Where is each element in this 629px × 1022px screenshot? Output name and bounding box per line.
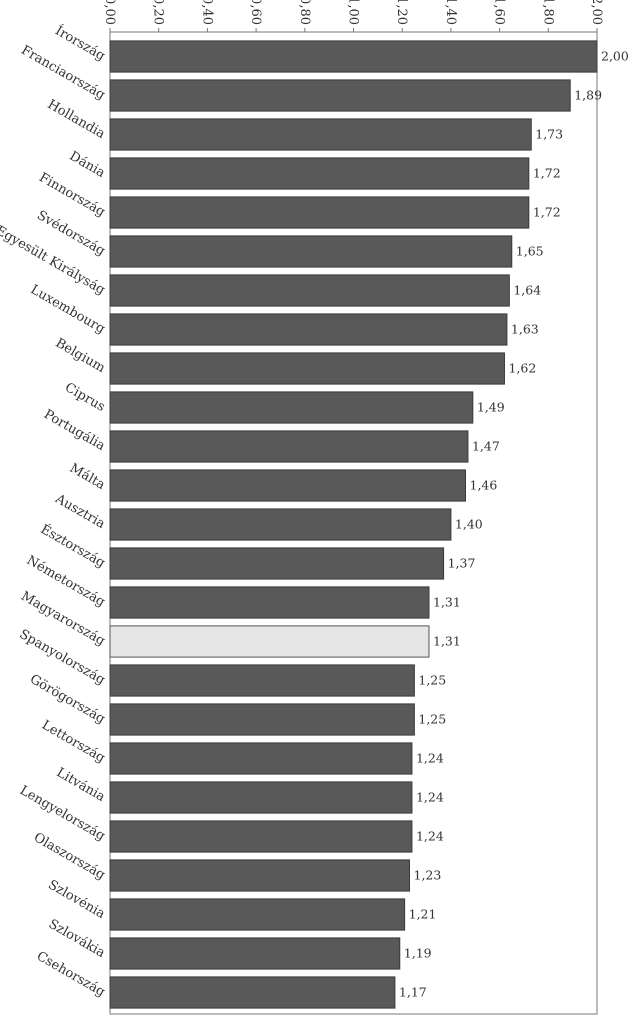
category-label: Litvánia <box>54 765 108 805</box>
bar <box>109 898 406 931</box>
bar <box>109 352 505 385</box>
bar <box>109 196 530 229</box>
category-label: Hollandia <box>45 97 108 142</box>
y-tick-label: 0,20 <box>151 0 166 25</box>
bar <box>109 781 413 814</box>
value-label: 1,37 <box>448 556 476 571</box>
bar <box>109 157 530 190</box>
value-label: 1,24 <box>416 751 444 766</box>
value-label: 1,31 <box>433 595 461 610</box>
bar <box>109 586 430 619</box>
value-label: 1,17 <box>399 985 427 1000</box>
value-label: 1,89 <box>574 88 602 103</box>
bar <box>109 742 413 775</box>
bar <box>109 820 413 853</box>
bar <box>109 79 571 112</box>
category-label: Írország <box>52 23 108 64</box>
bar <box>109 235 513 268</box>
y-tick-label: 1,80 <box>540 0 555 25</box>
y-tick-label: 0,60 <box>248 0 263 25</box>
value-label: 1,47 <box>472 439 500 454</box>
category-label: Belgium <box>53 336 108 376</box>
value-label: 1,63 <box>511 322 539 337</box>
category-label: Egyesült Királyság <box>0 223 108 298</box>
value-label: 1,72 <box>533 205 561 220</box>
y-tick-label: 2,00 <box>589 0 604 25</box>
y-tick-label: 0,00 <box>102 0 117 25</box>
bar <box>109 625 430 658</box>
value-label: 1,19 <box>404 946 432 961</box>
value-label: 1,40 <box>455 517 483 532</box>
bar <box>109 274 510 307</box>
category-label: Ciprus <box>62 380 107 415</box>
bar <box>109 40 598 73</box>
value-label: 1,73 <box>535 127 563 142</box>
bar <box>109 118 532 151</box>
bar <box>109 703 415 736</box>
bar <box>109 508 452 541</box>
bar <box>109 469 467 502</box>
category-label: Ausztria <box>52 491 108 532</box>
value-label: 1,23 <box>414 868 442 883</box>
bar <box>109 976 396 1009</box>
category-label: Szlovákia <box>46 917 108 961</box>
bar <box>109 313 508 346</box>
bar <box>109 547 445 580</box>
y-tick-label: 0,40 <box>199 0 214 25</box>
y-tick-label: 1,20 <box>394 0 409 25</box>
y-tick-label: 1,60 <box>492 0 507 25</box>
value-label: 1,49 <box>477 400 505 415</box>
value-label: 1,25 <box>418 712 446 727</box>
value-label: 1,25 <box>418 673 446 688</box>
value-label: 1,31 <box>433 634 461 649</box>
category-label: Szlovénia <box>45 877 107 922</box>
value-label: 1,72 <box>533 166 561 181</box>
value-label: 1,46 <box>470 478 498 493</box>
value-label: 2,00 <box>601 49 629 64</box>
bar <box>109 430 469 463</box>
bar <box>109 937 401 970</box>
category-label: Portugália <box>41 407 108 454</box>
y-tick-label: 1,00 <box>346 0 361 25</box>
category-label: Málta <box>67 461 108 493</box>
y-tick-label: 0,80 <box>297 0 312 25</box>
value-label: 1,65 <box>516 244 544 259</box>
bar <box>109 859 411 892</box>
value-label: 1,24 <box>416 790 444 805</box>
value-label: 1,21 <box>409 907 437 922</box>
category-label: Dánia <box>67 149 108 181</box>
value-label: 1,24 <box>416 829 444 844</box>
bar <box>109 664 415 697</box>
bar <box>109 391 474 424</box>
value-label: 1,64 <box>513 283 541 298</box>
y-tick-label: 1,40 <box>443 0 458 25</box>
value-label: 1,62 <box>508 361 536 376</box>
